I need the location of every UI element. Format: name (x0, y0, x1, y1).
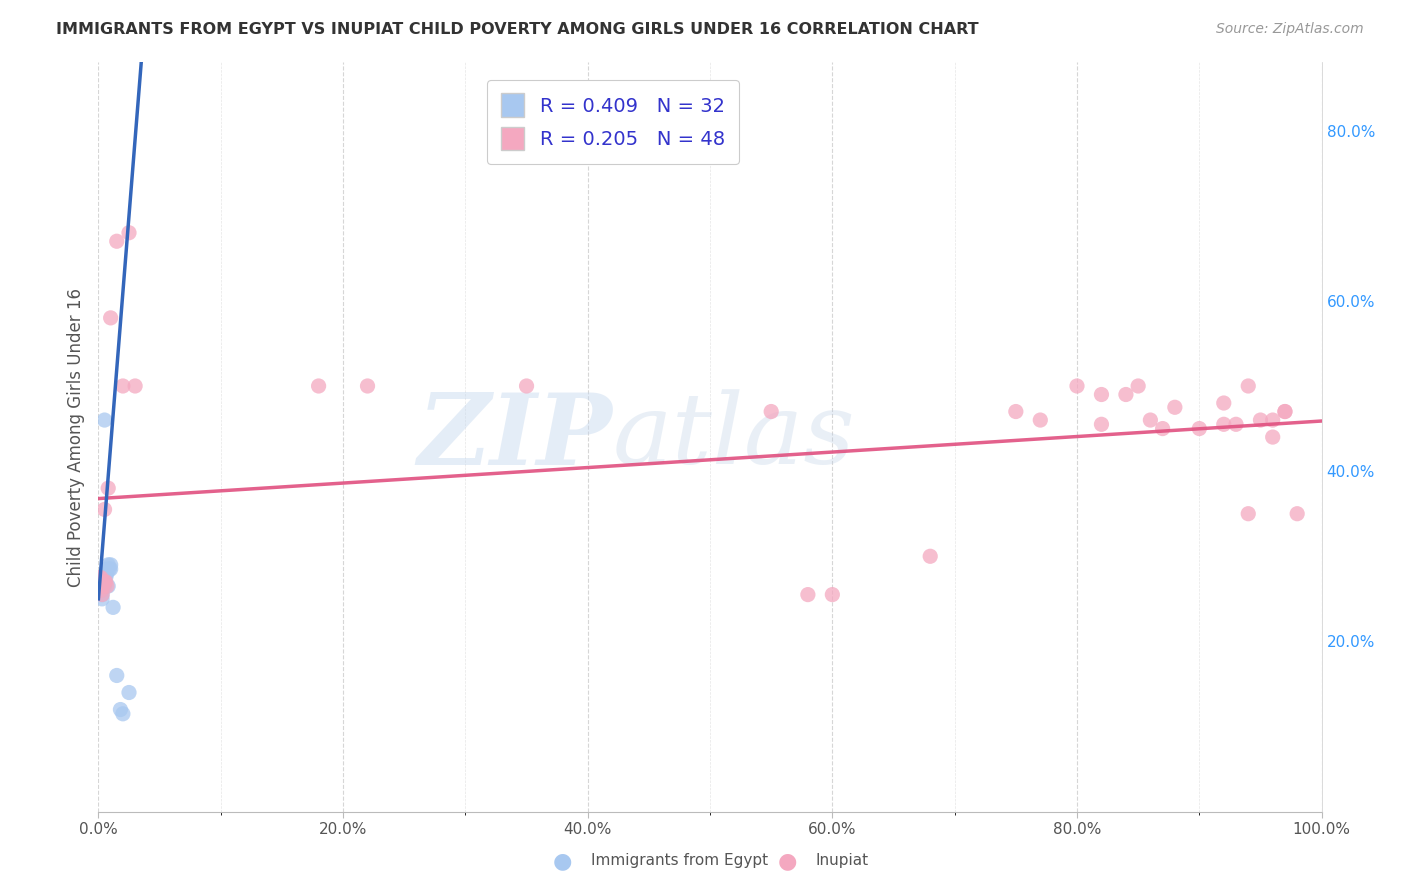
Point (89, 571, 111, 585)
Point (821, 588, 844, 602)
Point (1128, 379, 1150, 393)
Point (89, 574, 111, 589)
Point (110, 702, 132, 716)
Point (94, 566, 117, 581)
Point (1212, 396, 1234, 410)
Legend: R = 0.409   N = 32, R = 0.205   N = 48: R = 0.409 N = 32, R = 0.205 N = 48 (488, 79, 738, 164)
Point (356, 379, 378, 393)
Point (91, 571, 114, 585)
Text: Source: ZipAtlas.com: Source: ZipAtlas.com (1216, 22, 1364, 37)
Point (1225, 417, 1247, 432)
Point (1286, 507, 1309, 521)
Point (89, 571, 111, 585)
Point (93, 574, 115, 589)
Point (91, 574, 114, 589)
Point (90, 579, 112, 593)
Point (91, 579, 114, 593)
Point (1066, 379, 1088, 393)
Point (96, 566, 118, 581)
Point (1139, 413, 1161, 427)
Point (90, 571, 112, 585)
Point (1090, 387, 1112, 401)
Point (91, 583, 114, 598)
Point (1115, 387, 1137, 401)
Point (1152, 421, 1174, 435)
Point (1237, 507, 1260, 521)
Point (1029, 413, 1052, 427)
Point (797, 588, 820, 602)
Point (90, 579, 112, 593)
Point (90, 583, 112, 598)
Point (1274, 404, 1296, 418)
Point (90, 583, 112, 598)
Point (97, 579, 120, 593)
Point (100, 562, 122, 576)
Point (93, 574, 115, 589)
Point (89, 574, 111, 589)
Point (1237, 379, 1260, 393)
Point (761, 404, 783, 418)
Text: IMMIGRANTS FROM EGYPT VS INUPIAT CHILD POVERTY AMONG GIRLS UNDER 16 CORRELATION : IMMIGRANTS FROM EGYPT VS INUPIAT CHILD P… (56, 22, 979, 37)
Point (111, 379, 134, 393)
Point (90, 574, 112, 589)
Point (1261, 430, 1284, 444)
Text: Inupiat: Inupiat (815, 854, 869, 868)
Point (93, 502, 115, 516)
Point (124, 379, 146, 393)
Point (1212, 417, 1234, 432)
Point (96, 579, 118, 593)
Text: atlas: atlas (612, 390, 855, 484)
Point (1261, 413, 1284, 427)
Point (91, 574, 114, 589)
Point (105, 234, 128, 248)
Point (94, 574, 117, 589)
Point (1090, 417, 1112, 432)
Point (97, 481, 120, 495)
Point (100, 558, 122, 572)
Point (101, 600, 124, 615)
Point (308, 379, 330, 393)
Point (100, 310, 122, 325)
Point (93, 413, 115, 427)
Point (118, 685, 141, 699)
Point (97, 558, 120, 572)
Point (96, 562, 118, 576)
Point (91, 574, 114, 589)
Point (111, 706, 134, 721)
Point (91, 579, 114, 593)
Text: ●: ● (778, 851, 797, 871)
Point (920, 549, 942, 564)
Point (118, 226, 141, 240)
Point (91, 588, 114, 602)
Point (98, 562, 121, 576)
Point (1164, 401, 1187, 415)
Point (1249, 413, 1271, 427)
Point (105, 668, 128, 682)
Point (91, 579, 114, 593)
Point (1004, 404, 1026, 418)
Point (89, 579, 111, 593)
Point (1274, 404, 1296, 418)
Point (91, 588, 114, 602)
Point (94, 571, 117, 585)
Text: ZIP: ZIP (418, 389, 612, 485)
Point (515, 379, 537, 393)
Point (90, 571, 112, 585)
Point (91, 591, 114, 606)
Point (1188, 421, 1211, 435)
Text: Immigrants from Egypt: Immigrants from Egypt (591, 854, 768, 868)
Point (93, 579, 115, 593)
Point (91, 574, 114, 589)
Y-axis label: Child Poverty Among Girls Under 16: Child Poverty Among Girls Under 16 (66, 287, 84, 587)
Text: ●: ● (553, 851, 572, 871)
